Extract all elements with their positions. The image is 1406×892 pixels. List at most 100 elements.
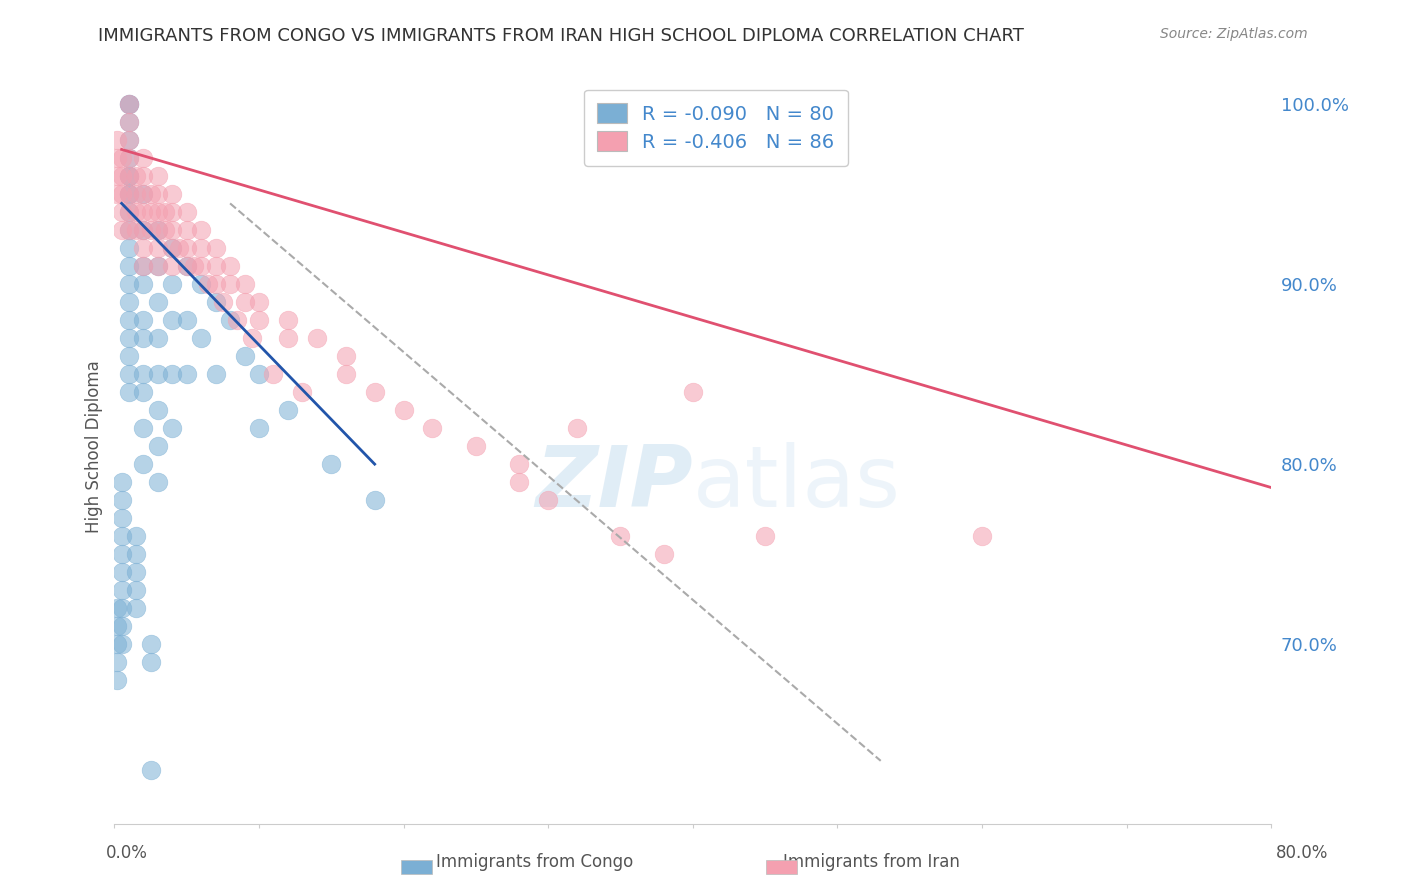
Point	[204, 368, 226, 382]
Point	[162, 223, 184, 237]
Point	[132, 385, 155, 400]
Point	[105, 673, 128, 687]
Point	[169, 241, 191, 255]
Point	[111, 619, 134, 633]
Point	[118, 169, 141, 184]
Point	[190, 241, 212, 255]
Point	[190, 223, 212, 237]
Point	[125, 529, 148, 543]
Point	[105, 187, 128, 202]
Point	[363, 493, 385, 508]
Point	[105, 637, 128, 651]
Point	[132, 421, 155, 435]
Point	[162, 241, 184, 255]
Point	[335, 368, 357, 382]
Point	[277, 331, 299, 345]
Point	[111, 187, 134, 202]
Point	[146, 169, 169, 184]
Point	[125, 582, 148, 597]
Point	[111, 601, 134, 615]
Point	[247, 295, 270, 310]
Point	[197, 277, 219, 292]
Point	[754, 529, 776, 543]
Point	[565, 421, 588, 435]
Point	[233, 295, 256, 310]
Point	[176, 368, 198, 382]
Point	[118, 241, 141, 255]
Point	[162, 187, 184, 202]
Point	[321, 457, 343, 471]
Point	[105, 152, 128, 166]
Point	[132, 277, 155, 292]
Point	[146, 205, 169, 219]
Point	[247, 313, 270, 327]
Point	[111, 637, 134, 651]
Point	[146, 475, 169, 489]
Point	[118, 115, 141, 129]
Point	[146, 223, 169, 237]
Point	[682, 385, 704, 400]
Point	[190, 277, 212, 292]
Point	[118, 152, 141, 166]
Point	[146, 241, 169, 255]
Point	[118, 187, 141, 202]
Point	[146, 403, 169, 417]
Point	[118, 152, 141, 166]
Point	[146, 187, 169, 202]
Point	[118, 260, 141, 274]
Text: atlas: atlas	[693, 442, 901, 525]
Point	[118, 115, 141, 129]
Point	[146, 368, 169, 382]
Point	[204, 295, 226, 310]
Point	[125, 601, 148, 615]
Point	[118, 97, 141, 112]
Point	[118, 205, 141, 219]
Point	[247, 421, 270, 435]
Point	[153, 205, 176, 219]
Text: ZIP: ZIP	[536, 442, 693, 525]
Point	[219, 313, 242, 327]
Point	[176, 205, 198, 219]
Point	[363, 385, 385, 400]
Point	[118, 385, 141, 400]
Point	[125, 223, 148, 237]
Point	[176, 313, 198, 327]
Point	[652, 547, 675, 561]
Point	[132, 152, 155, 166]
Point	[291, 385, 314, 400]
Point	[118, 205, 141, 219]
Point	[139, 763, 162, 777]
Point	[111, 493, 134, 508]
Point	[162, 277, 184, 292]
Point	[132, 313, 155, 327]
Point	[305, 331, 328, 345]
Point	[132, 223, 155, 237]
Point	[139, 187, 162, 202]
Point	[153, 223, 176, 237]
Point	[132, 331, 155, 345]
Point	[190, 331, 212, 345]
Point	[190, 260, 212, 274]
Point	[125, 169, 148, 184]
Point	[118, 187, 141, 202]
Point	[125, 565, 148, 579]
Point	[146, 439, 169, 453]
Point	[111, 152, 134, 166]
Point	[132, 260, 155, 274]
Point	[176, 241, 198, 255]
Point	[118, 169, 141, 184]
Point	[105, 619, 128, 633]
Point	[277, 313, 299, 327]
Point	[111, 529, 134, 543]
Text: 0.0%: 0.0%	[105, 844, 148, 862]
Point	[132, 187, 155, 202]
Point	[970, 529, 993, 543]
Point	[537, 493, 560, 508]
Point	[118, 313, 141, 327]
Point	[118, 349, 141, 363]
Point	[247, 368, 270, 382]
Point	[118, 97, 141, 112]
Point	[335, 349, 357, 363]
Point	[392, 403, 415, 417]
Point	[162, 241, 184, 255]
